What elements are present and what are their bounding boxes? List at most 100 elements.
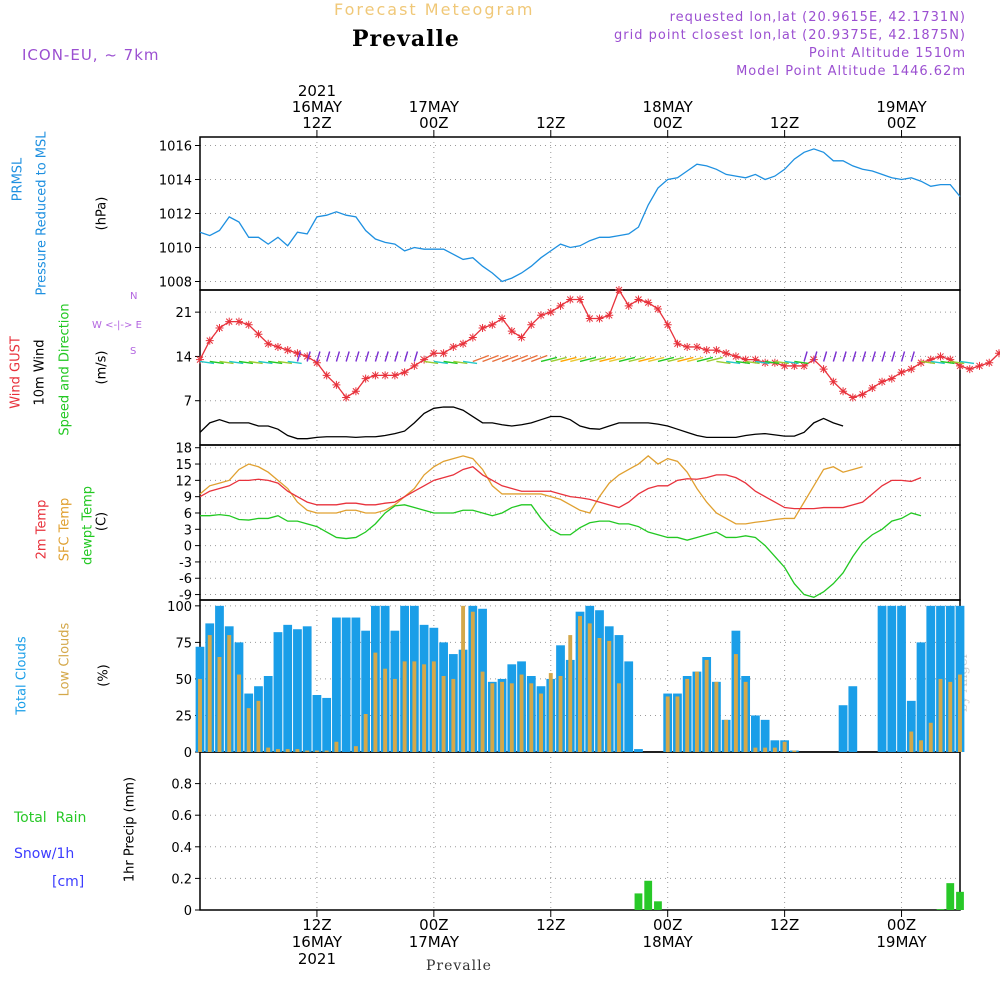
wind-direction-arrow [638,356,655,363]
wind-direction-arrow [706,356,723,363]
top-time-label: 17MAY [409,98,460,116]
total-cloud-bar [322,697,332,752]
low-cloud-bar [665,696,670,752]
low-cloud-bar [548,673,553,752]
gust-series-marker [196,355,204,364]
wind-direction-arrow [940,360,955,365]
wind-direction-arrow [579,356,597,363]
wind-direction-arrow [871,351,876,362]
gust-series-marker [741,355,750,364]
top-time-label: 12Z [302,114,331,132]
ytick-label: 14 [175,350,192,365]
snow-unit-label: [cm] [52,874,85,890]
low-cloud-bar [373,652,378,752]
wind-direction-arrow [920,360,936,365]
gust-series-marker [839,387,848,396]
gust-series-marker [566,295,575,304]
gust-series-marker [459,339,468,348]
low-cloud-bar [246,708,251,752]
gust-series-marker [965,365,974,374]
low-cloud-bar [509,683,514,752]
bottom-time-label: 12Z [770,916,799,934]
wind-direction-arrow [268,360,283,365]
total-cloud-bar [312,695,322,752]
bottom-time-label: 17MAY [409,933,460,951]
gust-series-marker [722,349,731,358]
low-cloud-bar [558,676,563,752]
gust-series-marker [342,393,351,402]
gust-series-marker [264,339,273,348]
low-cloud-bar [334,741,339,752]
wind-direction-arrow [755,360,770,365]
gust-series-marker [507,327,516,336]
ytick-label: 18 [175,442,192,457]
bottom-time-label: 19MAY [876,933,927,951]
ytick-label: 0.4 [171,841,192,856]
top-time-label: 12Z [536,114,565,132]
low-cloud-bar [314,750,319,752]
ytick-label: 7 [184,395,192,410]
gust-series-marker [273,342,282,351]
wind-direction-arrow [325,351,331,362]
ytick-label: 21 [175,306,192,321]
gust-series-marker [420,355,429,364]
gust-series-marker [975,361,984,370]
gust-series-marker [897,368,906,377]
low-cloud-bar [568,635,573,752]
gust-series-marker [829,377,838,386]
low-cloud-bar [461,605,466,752]
gust-series-marker [332,380,341,389]
bottom-time-label: 2021 [298,950,336,968]
low-cloud-bar [578,616,582,752]
wind-direction-arrow [238,360,254,365]
gust-series-marker [946,355,955,364]
footer-location: Prevalle [426,958,492,974]
wind-direction-arrow [696,356,714,363]
panel-frame [199,751,961,911]
wind-direction-arrow [248,360,263,365]
gust-series-marker [848,393,857,402]
panel-frame [199,289,961,446]
low-cloud-bar [480,671,485,752]
wind-direction-arrow [521,354,538,363]
ytick-label: 12 [175,474,192,489]
ytick-label: 50 [175,673,192,688]
low-cloud-bar [490,683,495,752]
wind-direction-arrow [540,356,558,363]
total-cloud-bar [906,700,916,752]
low-cloud-bar [431,661,436,752]
wind-direction-arrow [735,360,750,365]
total-cloud-bar [273,632,283,752]
ytick-label: 1014 [159,174,192,189]
low-cloud-bar [500,681,504,752]
low-cloud-bar [909,731,914,752]
wind-direction-arrow [774,360,789,365]
gust-series-marker [234,317,243,326]
wind-direction-arrow [492,354,509,363]
total-cloud-bar [293,629,302,752]
low-cloud-bar [938,678,943,752]
low-cloud-bar [675,696,680,752]
gust-series-marker [702,346,711,355]
low-cloud-bar [519,674,524,752]
wind-direction-arrow [657,356,675,363]
top-time-label: 00Z [419,114,448,132]
bottom-time-label: 00Z [653,916,682,934]
bottom-time-label: 00Z [419,916,448,934]
total-cloud-bar [624,661,634,752]
low-cloud-bar [237,674,241,752]
gust-series-marker [488,320,497,329]
wind-direction-arrow [316,351,321,362]
gust-series-marker [381,371,390,380]
dewpt-series [200,504,922,598]
wind-direction-arrow [784,360,799,365]
total-cloud-bar [634,749,643,752]
wind-direction-arrow [229,360,244,365]
gust-series-marker [468,333,477,342]
low-cloud-bar [353,746,358,752]
gust-series-marker [498,314,507,323]
wind-direction-arrow [345,351,350,362]
wind-wheel-we: W <-|-> E [92,320,142,331]
model-altitude: Model Point Altitude 1446.62m [736,64,966,79]
wind-direction-arrow [482,354,499,363]
